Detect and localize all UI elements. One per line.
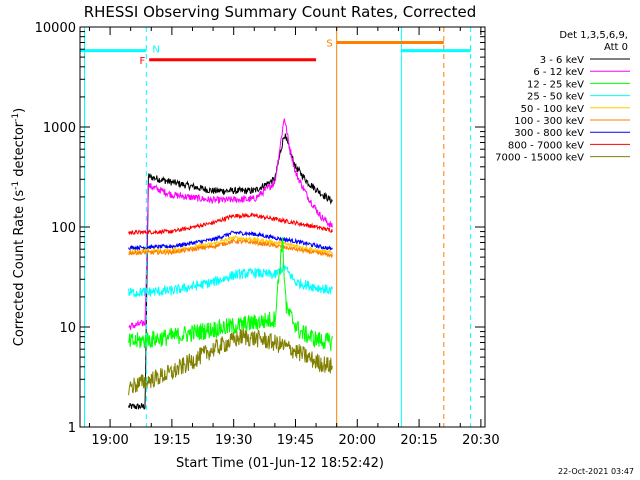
- legend-label-4: 25 - 50 keV: [527, 92, 584, 103]
- y-tick-label-1: 1: [68, 421, 76, 436]
- legend-label-3: 12 - 25 keV: [527, 79, 584, 90]
- legend-label-1: 3 - 6 keV: [540, 55, 584, 66]
- flag-label-n: N: [152, 45, 159, 56]
- series-line-8: [128, 237, 333, 352]
- series-line-2: [128, 118, 333, 330]
- x-tick-label-2: 19:15: [153, 433, 190, 448]
- series-line-4: [128, 230, 333, 252]
- series-line-3: [128, 212, 333, 236]
- legend-label-7: 300 - 800 keV: [514, 128, 584, 139]
- x-tick-label-4: 19:45: [277, 433, 314, 448]
- x-tick-label-5: 20:00: [339, 433, 376, 448]
- flag-label-s: S: [326, 38, 332, 49]
- chart-title: RHESSI Observing Summary Count Rates, Co…: [84, 3, 477, 21]
- series-line-5: [128, 234, 333, 256]
- footer-timestamp: 22-Oct-2021 03:47: [558, 467, 634, 476]
- series-line-1: [128, 133, 333, 410]
- x-tick-label-7: 20:30: [462, 433, 499, 448]
- legend-label-5: 50 - 100 keV: [521, 104, 585, 115]
- y-axis-label-mid: detector: [12, 121, 27, 181]
- flag-label-f: F: [139, 56, 145, 67]
- y-axis-label-end: ): [12, 108, 27, 113]
- series-line-7: [128, 262, 333, 298]
- y-axis-label: Corrected Count Rate (s-1 detector-1): [11, 108, 27, 346]
- y-tick-label-2: 10: [59, 321, 76, 336]
- series-line-6: [128, 238, 333, 259]
- x-tick-label-1: 19:00: [91, 433, 128, 448]
- series-line-9: [128, 328, 333, 396]
- legend-label-6: 100 - 300 keV: [514, 116, 584, 127]
- legend-header-2: Att 0: [604, 42, 628, 53]
- y-tick-label-3: 100: [51, 221, 76, 236]
- x-tick-label-6: 20:15: [400, 433, 437, 448]
- y-tick-label-5: 10000: [35, 21, 76, 36]
- legend-label-9: 7000 - 15000 keV: [495, 153, 584, 164]
- x-axis-label: Start Time (01-Jun-12 18:52:42): [176, 456, 384, 471]
- legend-label-2: 6 - 12 keV: [533, 67, 584, 78]
- y-axis-label-sup-1: -1: [11, 181, 21, 190]
- legend-label-8: 800 - 7000 keV: [508, 140, 584, 151]
- plot-frame: [79, 26, 486, 428]
- y-axis-label-main: Corrected Count Rate (s: [12, 190, 27, 347]
- y-tick-label-4: 1000: [43, 121, 76, 136]
- y-axis-label-sup-2: -1: [11, 113, 21, 122]
- legend-header-1: Det 1,3,5,6,9,: [559, 30, 628, 41]
- x-tick-label-3: 19:30: [215, 433, 252, 448]
